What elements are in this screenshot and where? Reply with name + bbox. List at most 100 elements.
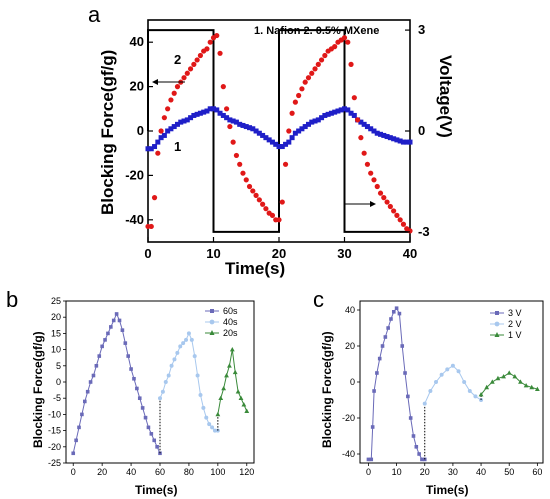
data-point-b <box>126 354 130 358</box>
data-point-mxene <box>194 57 200 63</box>
data-point-b <box>224 372 229 378</box>
data-point-nafion <box>378 131 384 137</box>
data-point-nafion <box>286 139 292 145</box>
data-point-b <box>111 318 116 323</box>
data-point-nafion <box>220 112 226 118</box>
data-point-nafion <box>387 135 393 141</box>
data-point-mxene <box>161 115 167 121</box>
data-point-nafion <box>171 124 177 130</box>
x-tick-label-a: 30 <box>337 246 351 261</box>
data-point-b <box>158 451 162 456</box>
data-point-c <box>467 389 472 393</box>
data-point-nafion <box>348 110 354 116</box>
y-tick-label-b: -10 <box>48 409 61 419</box>
y-tick-label-c: 40 <box>345 305 355 315</box>
data-point-c <box>456 369 461 374</box>
data-point-c <box>386 326 390 330</box>
data-point-nafion <box>342 106 347 112</box>
series-line-b-0 <box>72 312 161 454</box>
data-point-c <box>506 370 512 375</box>
data-point-nafion <box>217 110 223 116</box>
data-point-mxene <box>250 188 256 194</box>
x-tick-label-b: 120 <box>239 467 254 477</box>
curve-label-2: 2 <box>174 52 181 67</box>
data-point-mxene <box>269 212 276 218</box>
data-point-b <box>143 415 148 420</box>
data-point-mxene <box>282 161 289 167</box>
data-point-mxene <box>292 99 298 105</box>
curve-label-1: 1 <box>174 139 181 154</box>
data-point-nafion <box>279 144 285 150</box>
data-point-b <box>94 364 99 368</box>
data-point-nafion <box>161 132 167 138</box>
data-point-c <box>369 457 374 462</box>
data-point-mxene <box>158 128 164 134</box>
data-point-nafion <box>361 121 367 127</box>
data-point-nafion <box>299 126 305 132</box>
data-point-mxene <box>322 52 328 59</box>
data-point-nafion <box>197 110 203 116</box>
data-point-mxene <box>296 92 302 99</box>
data-point-b <box>109 325 113 329</box>
data-point-c <box>495 375 501 381</box>
data-point-b <box>129 367 133 371</box>
y2-axis-title-a: Voltage(V) <box>436 55 455 138</box>
legend-label-c: 3 V <box>508 308 522 318</box>
data-point-nafion <box>364 124 370 130</box>
x-tick-label-c: 20 <box>420 467 430 477</box>
data-point-nafion <box>243 124 249 130</box>
data-point-nafion <box>292 130 298 136</box>
y-tick-label-b: 5 <box>56 361 61 371</box>
y-tick-label-c: 20 <box>345 341 355 351</box>
data-point-nafion <box>319 115 325 121</box>
data-point-nafion <box>371 128 377 134</box>
data-point-c <box>391 310 396 314</box>
data-point-nafion <box>358 119 364 125</box>
data-point-b <box>88 380 93 384</box>
data-point-nafion <box>384 134 390 140</box>
data-point-c <box>523 383 529 388</box>
data-point-nafion <box>165 128 171 134</box>
data-point-b <box>184 337 189 342</box>
data-point-c <box>420 457 424 462</box>
data-point-b <box>120 328 125 332</box>
data-point-b <box>241 402 247 407</box>
legend-marker-c <box>494 321 500 327</box>
data-point-mxene <box>318 57 325 63</box>
legend-label-b: 40s <box>223 317 238 327</box>
x-tick-label-c: 60 <box>532 467 542 477</box>
y-axis-title-a: Blocking Force(gf/g) <box>98 50 117 215</box>
data-point-mxene <box>214 32 220 39</box>
data-point-mxene <box>243 177 249 183</box>
data-point-b <box>106 331 110 336</box>
data-point-b <box>201 405 206 410</box>
x-tick-label-c: 0 <box>366 467 371 477</box>
x-tick-label-a: 10 <box>206 246 220 261</box>
data-point-c <box>518 379 523 384</box>
data-point-mxene <box>263 206 269 212</box>
data-point-c <box>529 384 535 390</box>
data-point-c <box>445 367 450 372</box>
data-point-nafion <box>145 146 151 152</box>
data-point-b <box>117 318 122 323</box>
data-point-c <box>489 379 495 384</box>
x-tick-label-b: 80 <box>184 467 194 477</box>
data-point-b <box>137 396 142 400</box>
data-point-b <box>215 411 221 417</box>
data-point-nafion <box>374 130 380 136</box>
data-point-mxene <box>233 152 240 159</box>
data-point-c <box>473 394 478 399</box>
data-point-nafion <box>269 139 275 145</box>
data-point-mxene <box>400 221 407 227</box>
data-point-c <box>450 363 455 368</box>
data-point-mxene <box>240 170 246 176</box>
data-point-b <box>83 399 87 404</box>
data-point-mxene <box>364 161 371 167</box>
y-tick-label-a: 40 <box>130 34 144 49</box>
data-point-mxene <box>299 86 305 92</box>
data-point-mxene <box>165 106 171 112</box>
x-tick-label-b: 20 <box>97 467 107 477</box>
data-point-nafion <box>168 126 174 132</box>
data-point-mxene <box>286 128 292 134</box>
